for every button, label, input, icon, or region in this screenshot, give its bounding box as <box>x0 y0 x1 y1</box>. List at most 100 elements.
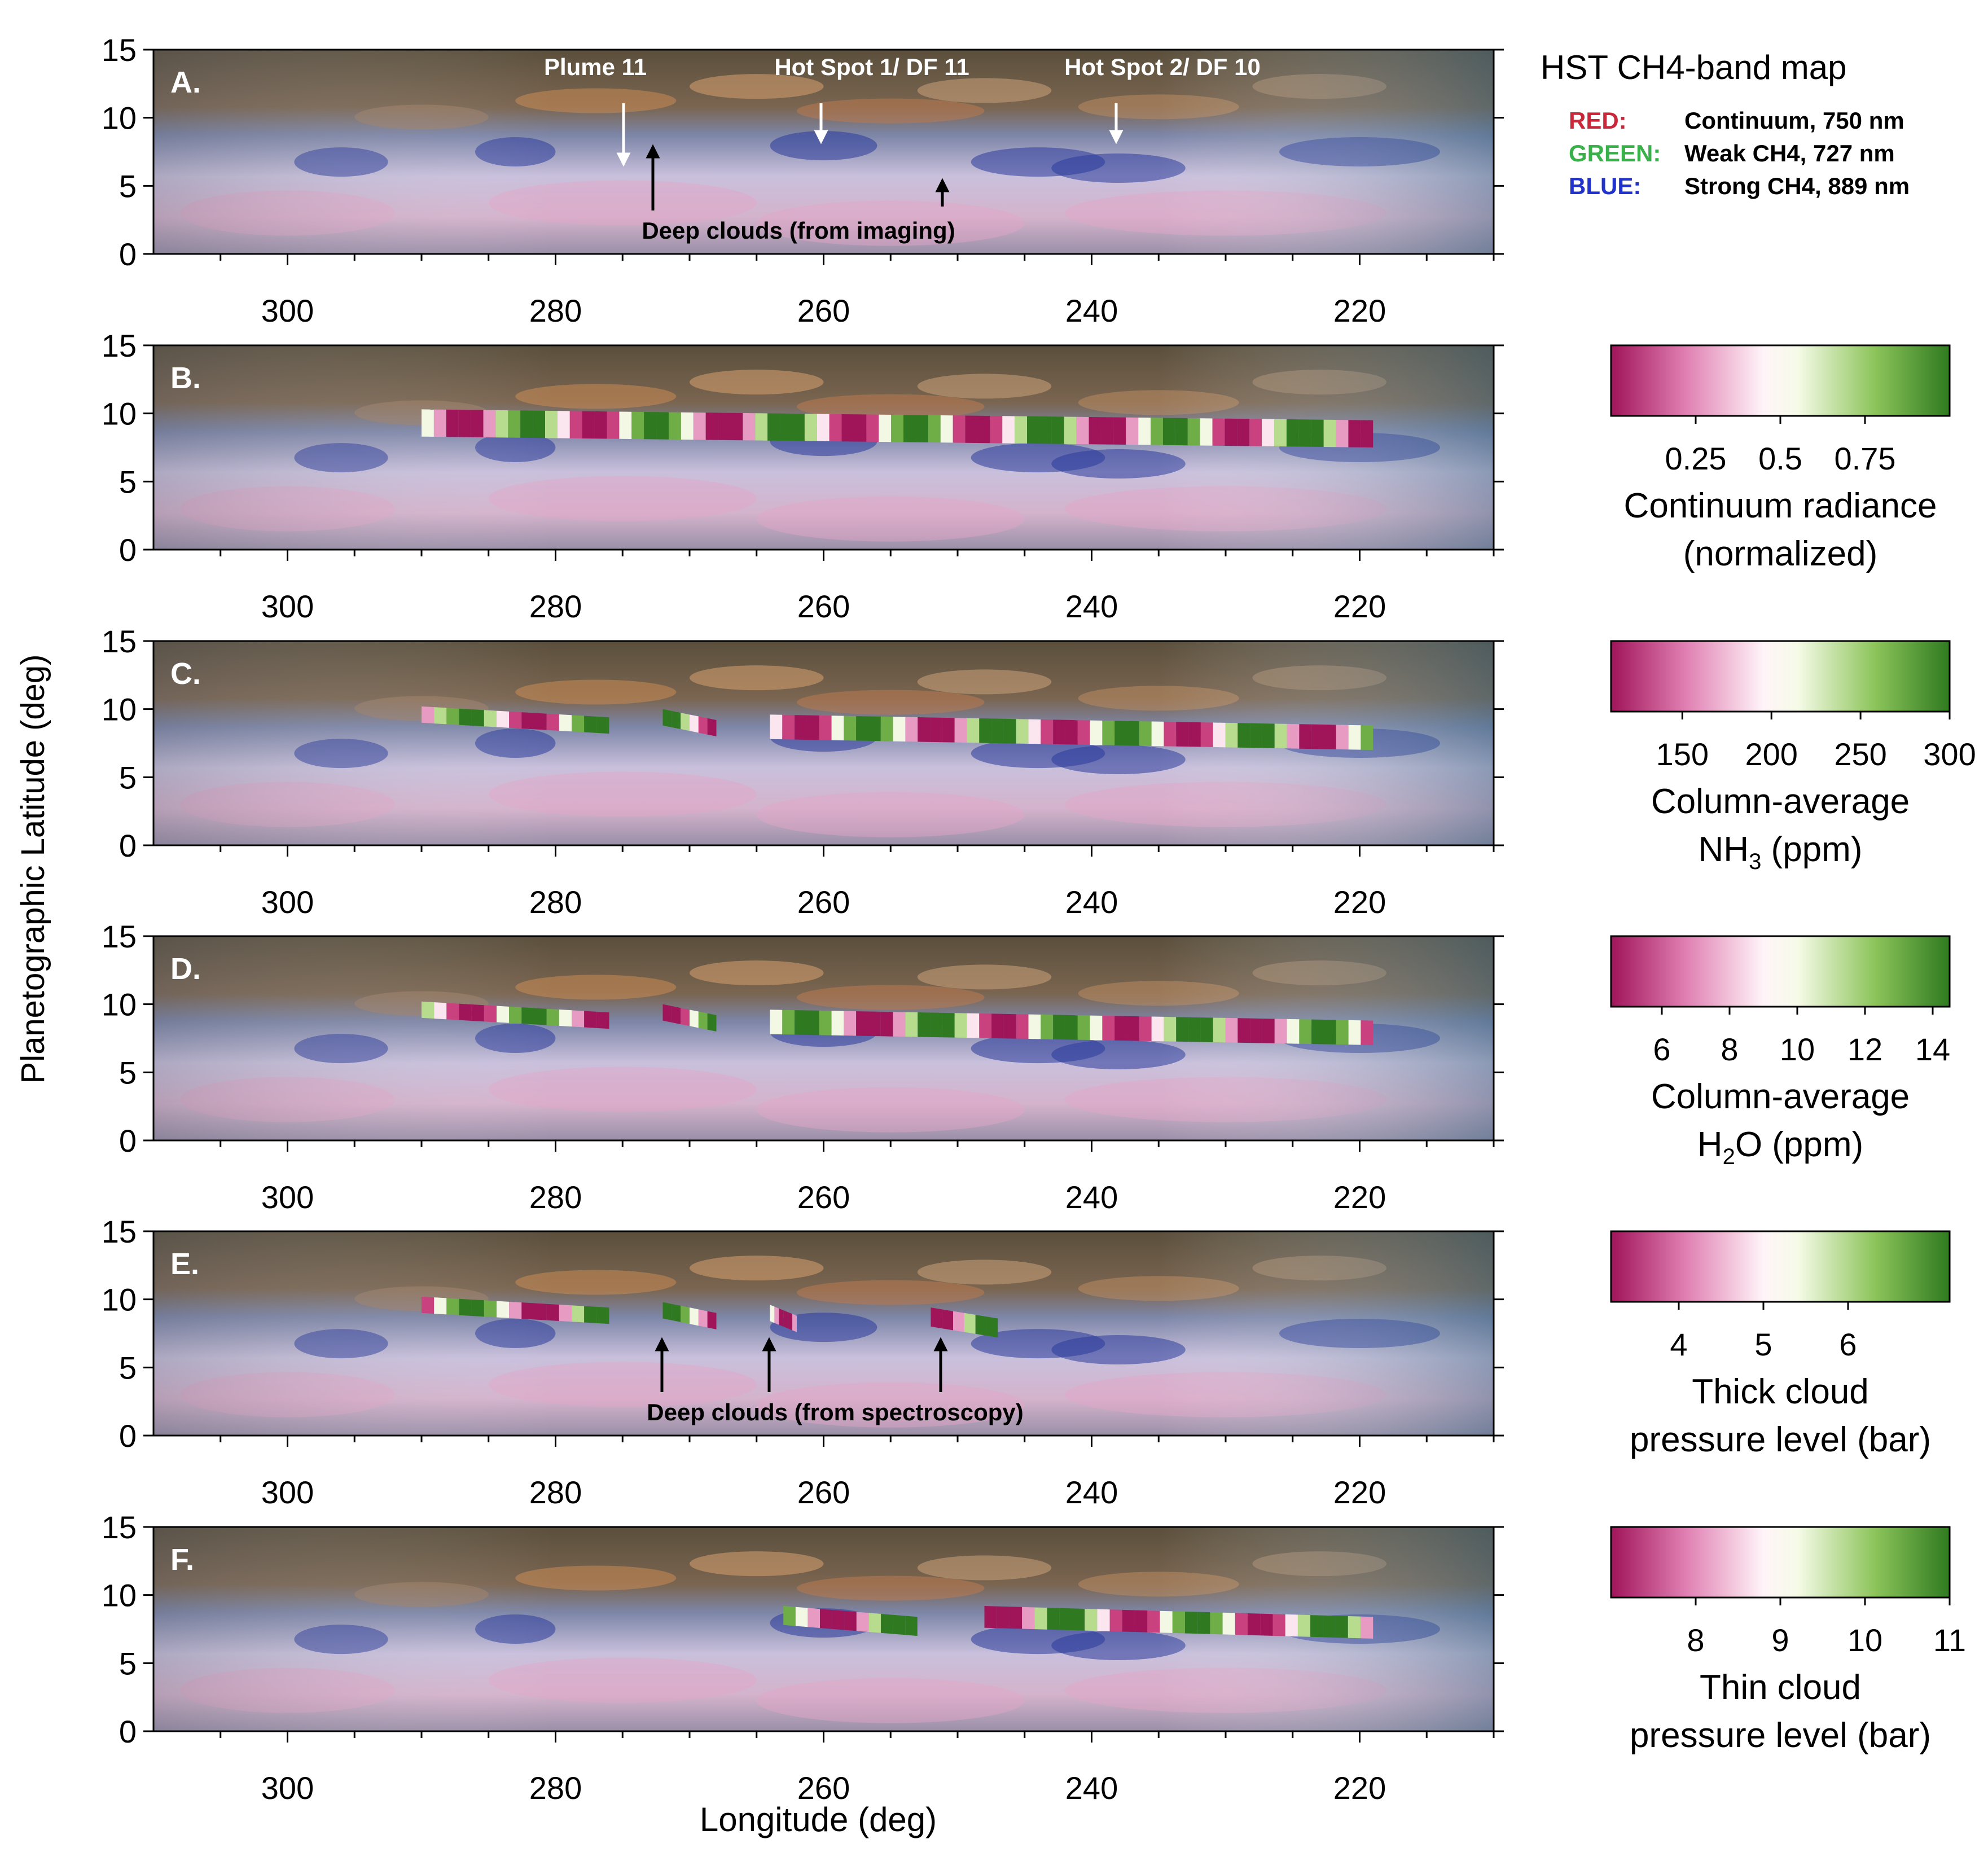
strip-cell <box>1009 1607 1022 1629</box>
strip-cell <box>484 1005 497 1022</box>
strip-cell <box>672 1304 681 1322</box>
strip-cell <box>690 714 699 733</box>
colorbar-tick-label: 6 <box>1839 1327 1857 1362</box>
x-axis-label: Longitude (deg) <box>700 1801 937 1838</box>
y-tick-label: 15 <box>102 624 137 659</box>
x-tick-label: 280 <box>529 589 582 624</box>
strip-cell <box>497 710 510 728</box>
strip-cell <box>1336 419 1349 447</box>
strip-cell <box>1176 1017 1189 1042</box>
strip-cell <box>928 415 941 443</box>
strip-cell <box>1200 418 1213 446</box>
strip-cell <box>831 716 844 741</box>
strip-cell <box>690 1010 699 1028</box>
strip-cell <box>1286 419 1299 447</box>
strip-cell <box>559 714 572 732</box>
strip-cell <box>1041 1014 1054 1039</box>
strip-cell <box>868 1613 881 1633</box>
panel-letter: C. <box>170 657 201 691</box>
strip-cell <box>459 1298 472 1316</box>
strip-cell <box>662 1302 672 1320</box>
x-tick-label: 300 <box>261 1474 314 1510</box>
strip-cell <box>596 716 609 734</box>
strip-cell <box>471 410 484 437</box>
x-tick-label: 220 <box>1333 293 1386 328</box>
strip-cell <box>806 715 819 740</box>
retrieval-strip <box>662 1004 717 1032</box>
strip-cell <box>596 1306 609 1324</box>
strip-cell <box>1059 1608 1073 1630</box>
strip-cell <box>808 1608 820 1629</box>
deep-clouds-spectroscopy-label: Deep clouds (from spectroscopy) <box>647 1399 1023 1425</box>
colorbar-4: 4 5 6 Thick cloud pressure level (bar) <box>1610 1230 1951 1459</box>
strip-cell <box>458 410 471 437</box>
strip-cell <box>471 1004 484 1022</box>
strip-cell <box>893 717 906 742</box>
strip-cell <box>1151 418 1163 445</box>
strip-cell <box>433 409 446 437</box>
strip-cell <box>559 1304 572 1322</box>
y-tick-label: 10 <box>102 1578 137 1613</box>
strip-cell <box>1072 1608 1085 1631</box>
strip-cell <box>672 1006 681 1025</box>
strip-cell <box>546 1304 559 1321</box>
strip-cell <box>446 409 459 437</box>
x-tick-label: 260 <box>797 1179 850 1215</box>
legend-key-green: GREEN: <box>1569 140 1661 166</box>
strip-cell <box>844 1011 857 1036</box>
strip-cell <box>986 1316 998 1338</box>
strip-cell <box>832 1609 845 1630</box>
strip-cell <box>662 1004 672 1022</box>
strip-cell <box>1016 719 1029 744</box>
strip-cell <box>1028 1014 1041 1039</box>
legend-desc-blue: Strong CH4, 889 nm <box>1684 173 1910 199</box>
y-tick-label: 15 <box>102 1214 137 1249</box>
retrieval-strip <box>422 1296 609 1324</box>
strip-cell <box>819 715 832 740</box>
colorbar-tick-label: 10 <box>1847 1622 1882 1658</box>
strip-cell <box>1348 420 1361 447</box>
panel-letter: F. <box>170 1543 194 1577</box>
strip-cell <box>422 706 435 724</box>
strip-cell <box>770 714 783 740</box>
strip-cell <box>967 718 980 743</box>
strip-cell <box>1039 416 1052 444</box>
strip-cell <box>779 1308 784 1327</box>
strip-cell <box>1210 1612 1223 1635</box>
strip-cell <box>533 410 545 438</box>
strip-cell <box>1114 721 1127 746</box>
strip-cell <box>546 1008 559 1026</box>
y-tick-label: 0 <box>119 532 137 568</box>
strip-cell <box>1213 722 1226 748</box>
strip-cell <box>422 1001 435 1019</box>
panel-letter: D. <box>170 952 201 986</box>
y-tick-label: 0 <box>119 1123 137 1158</box>
strip-cell <box>1053 719 1065 745</box>
x-tick-label: 300 <box>261 293 314 328</box>
strip-cell <box>584 1306 597 1323</box>
strip-cell <box>1348 1616 1361 1639</box>
strip-cell <box>1139 721 1152 746</box>
strip-cell <box>905 717 918 742</box>
strip-cell <box>471 1299 484 1317</box>
strip-cell <box>1077 720 1090 745</box>
x-tick-label: 240 <box>1065 1770 1118 1806</box>
panel-letter: A. <box>170 65 201 99</box>
colorbar-tick-label: 300 <box>1923 736 1976 772</box>
strip-cell <box>1324 725 1336 749</box>
strip-cell <box>905 1616 918 1636</box>
strip-cell <box>903 415 916 442</box>
colorbar-tick-label: 10 <box>1780 1032 1815 1067</box>
strip-cell <box>1003 1013 1016 1039</box>
y-tick-label: 10 <box>102 692 137 727</box>
strip-cell <box>1003 718 1016 744</box>
x-tick-label: 300 <box>261 1179 314 1215</box>
strip-cell <box>693 412 706 440</box>
strip-cell <box>1237 1018 1250 1043</box>
strip-cell <box>880 716 893 741</box>
retrieval-strip <box>931 1307 998 1338</box>
strip-cell <box>631 411 644 440</box>
strip-cell <box>1200 722 1213 747</box>
strip-cell <box>557 411 570 438</box>
colorbar-tick-label: 12 <box>1847 1032 1882 1067</box>
